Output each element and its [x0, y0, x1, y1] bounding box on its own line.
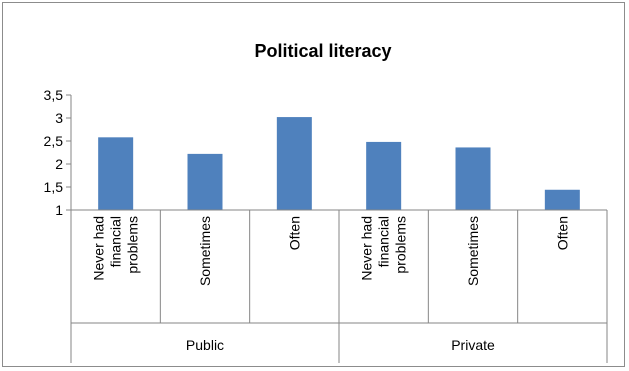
x-category-label: Never had: [359, 216, 375, 281]
x-category-label: Often: [554, 216, 570, 250]
y-tick-label: 3,5: [44, 87, 64, 103]
bar: [544, 189, 580, 210]
bar: [455, 147, 491, 210]
x-category-label: financial: [376, 216, 392, 267]
y-tick-label: 2: [55, 156, 63, 172]
x-category-label: Never had: [91, 216, 107, 281]
bar: [98, 137, 134, 210]
x-category-label: problems: [393, 216, 409, 274]
y-tick-label: 1: [55, 202, 63, 218]
x-category-label: Sometimes: [465, 216, 481, 286]
bar: [187, 153, 223, 210]
chart-title: Political literacy: [254, 41, 391, 61]
x-group-label: Private: [451, 337, 495, 353]
x-category-label: problems: [125, 216, 141, 274]
y-tick-label: 2,5: [44, 133, 64, 149]
x-category-label: Often: [286, 216, 302, 250]
chart-area: Political literacy 1 1,5 2 2,5 3 3,5 Never ha…: [2, 2, 625, 367]
bar: [366, 141, 402, 210]
x-category-label: Sometimes: [197, 216, 213, 286]
x-group-label: Public: [186, 337, 224, 353]
bar: [276, 117, 312, 210]
x-category-label: financial: [108, 216, 124, 267]
y-tick-label: 3: [55, 110, 63, 126]
x-axis: Never had financial problems Sometimes Often…: [70, 209, 608, 363]
chart-canvas: Political literacy 1 1,5 2 2,5 3 3,5 Never ha…: [44, 41, 608, 363]
y-tick-label: 1,5: [44, 179, 64, 195]
y-axis: 1 1,5 2 2,5 3 3,5: [44, 87, 72, 218]
bars: [98, 117, 580, 210]
